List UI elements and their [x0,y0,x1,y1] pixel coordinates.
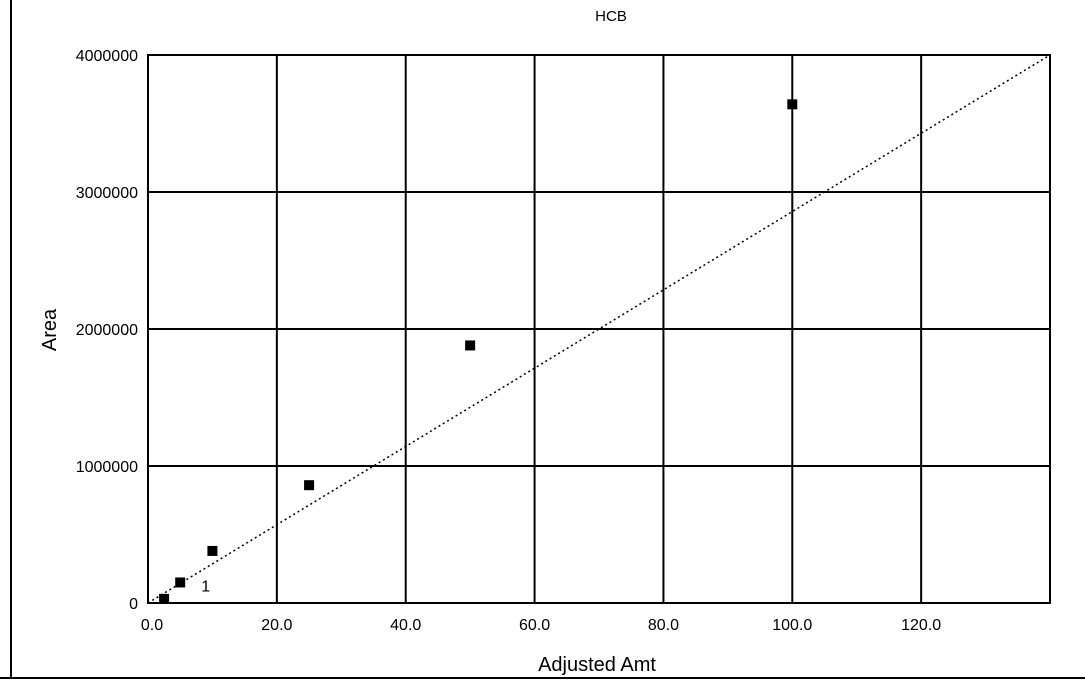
grid-layer [148,55,1050,603]
data-point [304,480,315,491]
y-tick-label: 0 [129,596,138,613]
x-tick-label: 120.0 [901,617,941,634]
x-tick-label: 60.0 [519,617,550,634]
x-axis-label: Adjusted Amt [538,654,656,676]
x-tick-label: 100.0 [772,617,812,634]
chart-title: HCB [595,8,627,25]
data-point [787,99,798,110]
x-tick-label: 20.0 [261,617,292,634]
data-point [175,577,186,588]
y-tick-label: 3000000 [76,185,138,202]
point-label: 1 [201,578,210,595]
x-tick-label: 80.0 [648,617,679,634]
x-tick-label: 0.0 [141,617,163,634]
y-tick-label: 4000000 [76,48,138,65]
data-series: 1 [147,54,1051,604]
fit-line [147,54,1051,604]
y-tick-label: 1000000 [76,459,138,476]
y-axis-label: Area [39,308,61,351]
plot-area [147,54,1051,604]
x-tick-label: 40.0 [390,617,421,634]
y-tick-label: 2000000 [76,322,138,339]
data-point [465,340,476,351]
data-point [207,545,218,556]
data-point [159,593,170,604]
tick-labels: 0.0 20.0 40.0 60.0 80.0 100.0 120.0 0 1000000 200… [76,48,942,634]
